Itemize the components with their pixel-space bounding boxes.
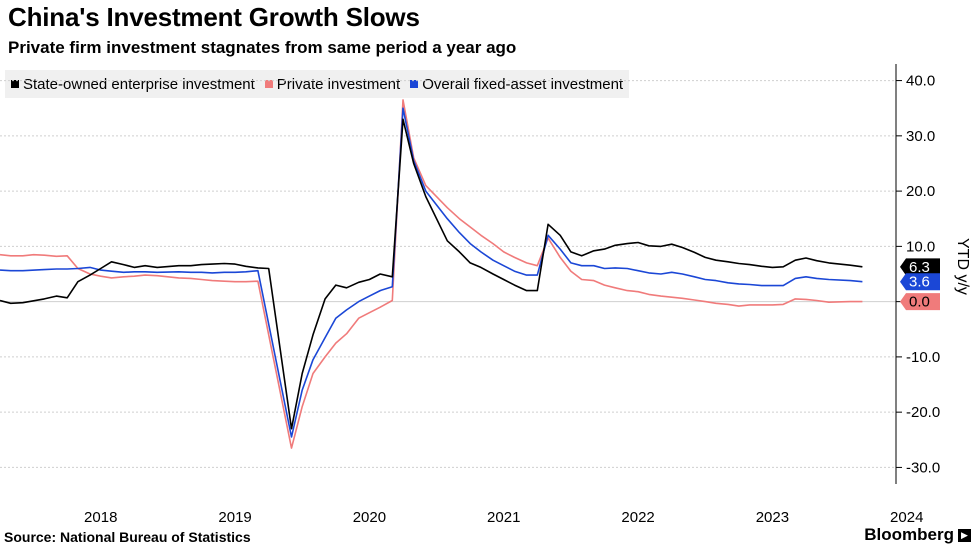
chart-subtitle: Private firm investment stagnates from s… (8, 38, 517, 57)
y-tick-label: 30.0 (906, 128, 935, 145)
legend-label-private: Private investment (276, 75, 401, 93)
series-line-soe (0, 118, 863, 430)
legend-swatch-soe (11, 80, 19, 88)
y-tick-label: -30.0 (906, 459, 940, 476)
x-tick-label: 2018 (84, 509, 117, 526)
end-label-tag (900, 273, 940, 291)
end-label-value: 6.3 (909, 259, 930, 276)
y-tick-label: 20.0 (906, 183, 935, 200)
end-label-private: 0.0 (900, 293, 940, 311)
y-tick-label: -10.0 (906, 349, 940, 366)
x-tick-label: 2023 (756, 509, 789, 526)
brand-name: Bloomberg (864, 525, 954, 544)
legend-swatch-private (264, 80, 273, 88)
axes: 40.0 30.0 20.0 10.0 -10.0 -20.0 -30.0 2018 2019 2… (84, 64, 971, 526)
end-label-tag (900, 258, 940, 276)
end-value-labels: 6.3 0.0 3.6 (900, 258, 940, 311)
end-label-tag (900, 293, 940, 311)
y-tick-label: -20.0 (906, 404, 940, 421)
x-tick-label: 2020 (353, 509, 386, 526)
legend-item-private: Private investment (264, 75, 401, 93)
chart-title: China's Investment Growth Slows (8, 2, 420, 32)
legend-item-overall: Overall fixed-asset investment (410, 76, 623, 93)
x-tick-label: 2024 (890, 509, 923, 526)
series-line-overall (0, 107, 863, 438)
end-label-overall: 3.6 (900, 273, 940, 291)
x-tick-label: 2021 (487, 509, 520, 526)
source-note: Source: National Bureau of Statistics (4, 529, 251, 545)
legend-label-soe: State-owned enterprise investment (23, 75, 255, 93)
series-line-private (0, 99, 863, 449)
brand-logo: Bloomberg ▶ (864, 525, 971, 545)
bloomberg-icon: ▶ (958, 528, 971, 542)
x-tick-label: 2022 (621, 509, 654, 526)
end-label-value: 3.6 (909, 274, 930, 291)
legend-label-overall: Overall fixed-asset investment (422, 75, 624, 93)
legend: State-owned enterprise investment Privat… (5, 70, 630, 98)
gridlines (0, 80, 896, 468)
legend-swatch-overall (410, 80, 419, 88)
end-label-soe: 6.3 (900, 258, 940, 276)
end-label-value: 0.0 (909, 294, 930, 311)
series-lines (0, 99, 863, 449)
y-tick-label: 40.0 (906, 73, 935, 90)
y-axis-label: YTD y/y (954, 238, 971, 295)
legend-item-soe: State-owned enterprise investment (11, 76, 255, 93)
y-tick-label: 10.0 (906, 238, 935, 255)
x-tick-label: 2019 (218, 509, 251, 526)
